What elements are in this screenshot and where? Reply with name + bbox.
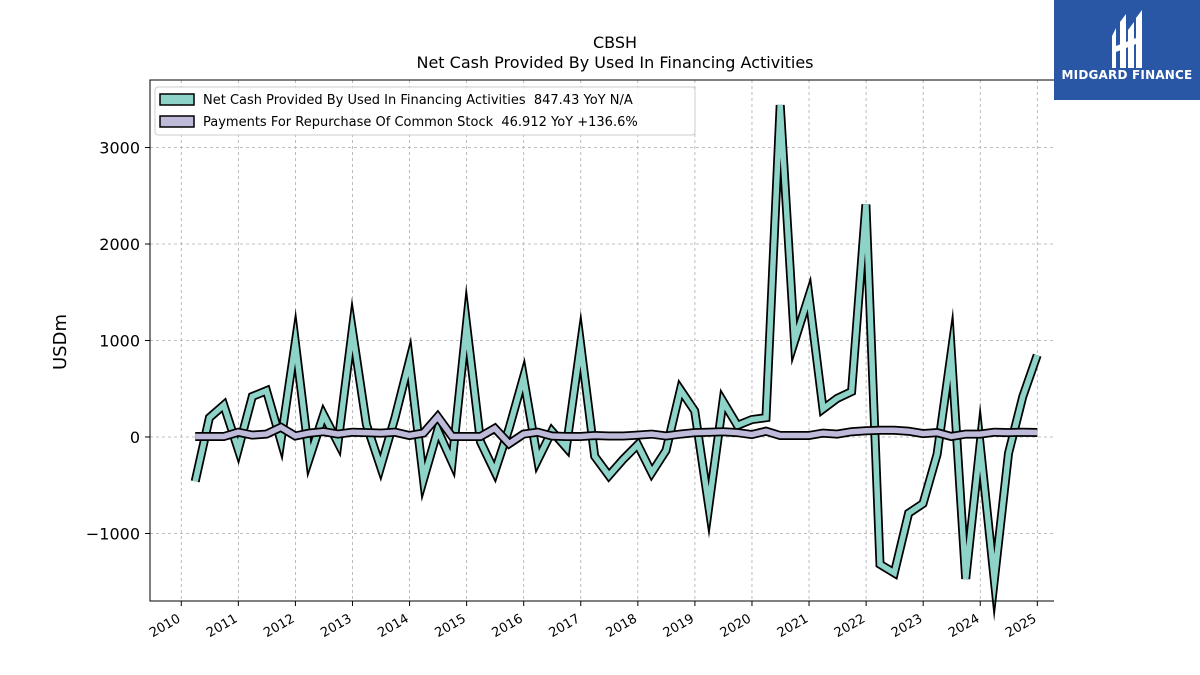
y-tick-label: 3000 xyxy=(99,139,140,158)
x-tick-label: 2018 xyxy=(604,611,640,641)
legend: Net Cash Provided By Used In Financing A… xyxy=(154,86,696,136)
x-tick-label: 2021 xyxy=(775,611,811,641)
x-tick-label: 2022 xyxy=(832,611,868,641)
legend-label-repurchase: Payments For Repurchase Of Common Stock … xyxy=(203,115,638,130)
brand-name: MIDGARD FINANCE xyxy=(1061,68,1193,82)
x-tick-label: 2024 xyxy=(946,611,982,641)
x-tick-label: 2025 xyxy=(1003,611,1039,641)
legend-swatch-net-cash xyxy=(159,93,195,106)
x-tick-label: 2023 xyxy=(889,611,925,641)
legend-box xyxy=(154,86,696,136)
series-layer xyxy=(190,104,1042,622)
x-axis: 2010 2011 2012 2013 2014 2015 2016 2017 2018 2019… xyxy=(147,601,1039,641)
x-tick-label: 2020 xyxy=(718,611,754,641)
y-tick-label: −1000 xyxy=(86,524,140,543)
x-tick-label: 2016 xyxy=(490,611,526,641)
x-tick-label: 2014 xyxy=(375,611,411,641)
y-axis: −1000 0 1000 2000 3000 xyxy=(86,139,150,543)
brand-logo: MIDGARD FINANCE xyxy=(1054,0,1200,100)
x-tick-label: 2017 xyxy=(547,611,583,641)
x-tick-label: 2013 xyxy=(318,611,354,641)
x-tick-label: 2015 xyxy=(432,611,468,641)
y-axis-label: USDm xyxy=(50,314,71,370)
x-tick-label: 2019 xyxy=(661,611,697,641)
y-tick-label: 2000 xyxy=(99,235,140,254)
y-tick-label: 0 xyxy=(130,428,140,447)
y-tick-label: 1000 xyxy=(99,332,140,351)
series-line xyxy=(195,412,1038,448)
chart-title: CBSH xyxy=(593,33,637,52)
x-tick-label: 2012 xyxy=(261,611,297,641)
legend-label-net-cash: Net Cash Provided By Used In Financing A… xyxy=(203,93,633,108)
legend-swatch-repurchase xyxy=(159,115,195,128)
x-tick-label: 2011 xyxy=(204,611,240,641)
x-tick-label: 2010 xyxy=(147,611,183,641)
series-repurchase-common-stock xyxy=(195,409,1038,450)
brand-mark-icon xyxy=(1112,10,1142,68)
chart-subtitle: Net Cash Provided By Used In Financing A… xyxy=(416,53,813,72)
